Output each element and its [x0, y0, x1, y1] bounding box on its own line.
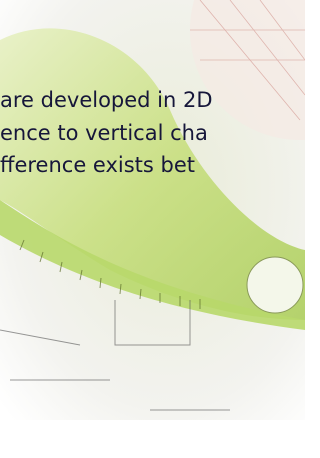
text-line: ence to vertical cha	[0, 121, 208, 145]
background-photo	[0, 0, 305, 458]
text-line: fference exists bet	[0, 153, 195, 177]
slide: are developed in 2D ence to vertical cha…	[0, 0, 305, 458]
text-line: are developed in 2D	[0, 88, 213, 112]
